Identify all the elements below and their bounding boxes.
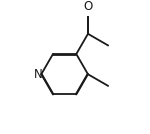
- Text: N: N: [34, 68, 42, 81]
- Text: O: O: [83, 0, 93, 13]
